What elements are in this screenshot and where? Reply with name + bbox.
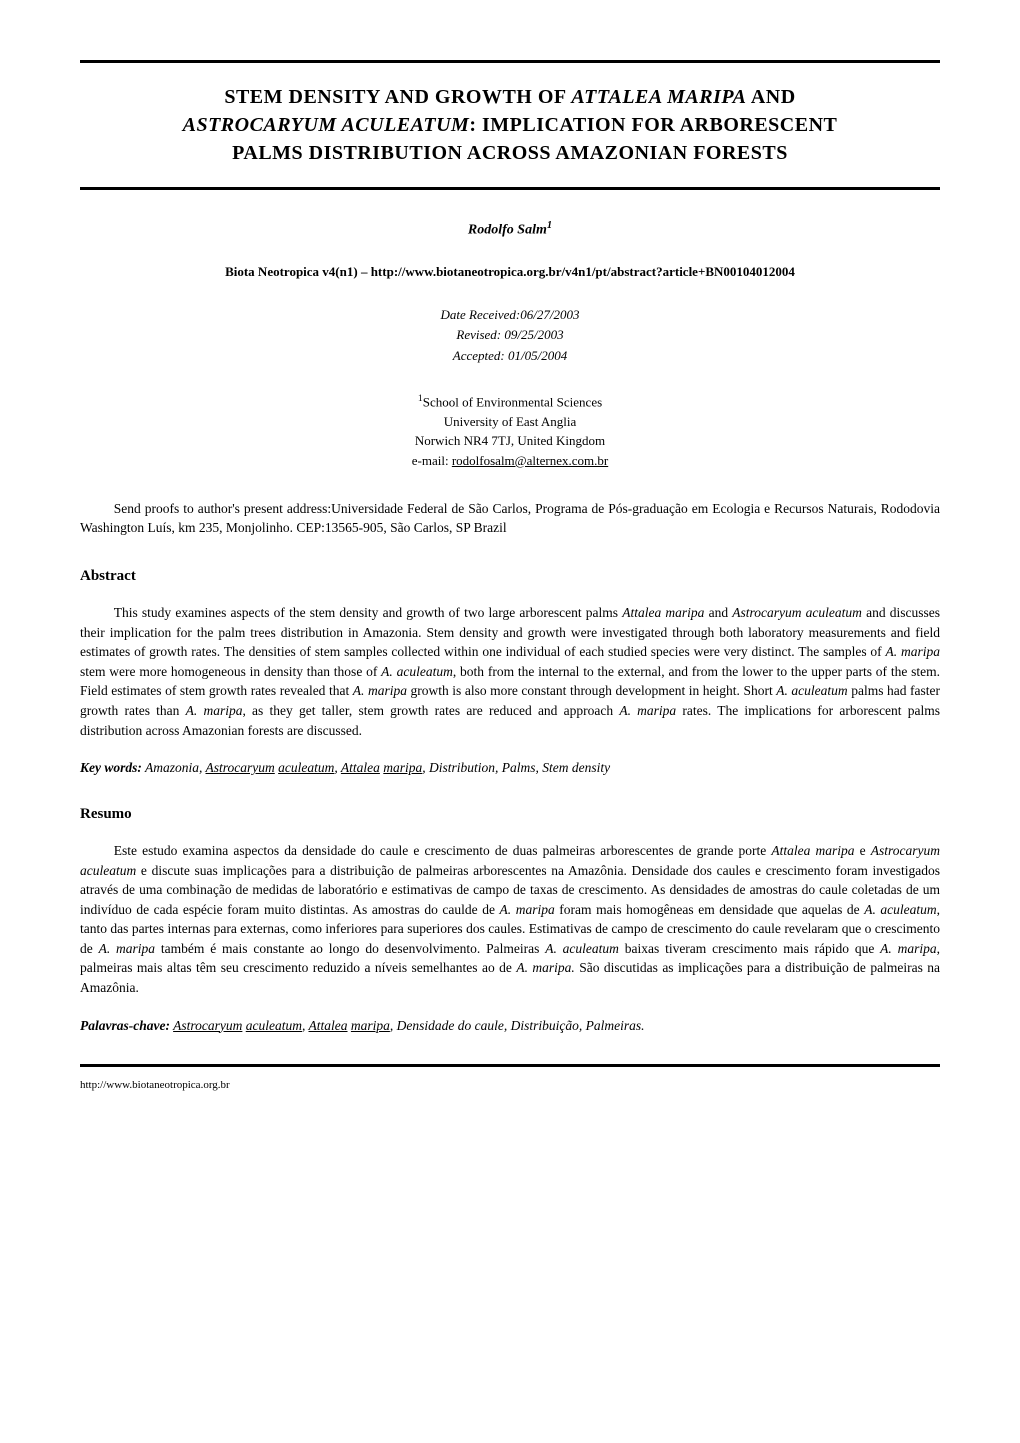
title-species-2: ASTROCARYUM ACULEATUM xyxy=(183,114,470,136)
title-seg-1b: AND xyxy=(746,86,795,108)
res-seg-a: Este estudo examina aspectos da densidad… xyxy=(114,843,772,858)
res-sp1: Attalea maripa xyxy=(771,843,854,858)
kw-pt-post: , Densidade do caule, Distribuição, Palm… xyxy=(390,1018,645,1033)
kw-en-u2b: maripa xyxy=(383,760,422,775)
title-seg-3: PALMS DISTRIBUTION ACROSS AMAZONIAN FORE… xyxy=(232,142,788,164)
email-prefix: e-mail: xyxy=(412,453,452,468)
author-line: Rodolfo Salm1 xyxy=(80,220,940,239)
author-sup: 1 xyxy=(547,220,552,231)
keywords-pt: Palavras-chave: Astrocaryum aculeatum, A… xyxy=(80,1018,940,1034)
title-block: STEM DENSITY AND GROWTH OF ATTALEA MARIP… xyxy=(80,60,940,190)
date-received: Date Received:06/27/2003 xyxy=(80,305,940,326)
author-name: Rodolfo Salm xyxy=(468,223,547,238)
abs-seg-b: and xyxy=(704,605,732,620)
kw-en-post: , Distribution, Palms, Stem density xyxy=(422,760,610,775)
kw-pt-u1b: aculeatum xyxy=(246,1018,302,1033)
keywords-en: Key words: Amazonia, Astrocaryum aculeat… xyxy=(80,760,940,776)
paper-title: STEM DENSITY AND GROWTH OF ATTALEA MARIP… xyxy=(90,83,930,167)
res-sp8: A. maripa. xyxy=(516,960,574,975)
kw-pt-u2b: maripa xyxy=(351,1018,390,1033)
date-accepted: Accepted: 01/05/2004 xyxy=(80,346,940,367)
affiliation-block: 1School of Environmental Sciences Univer… xyxy=(80,392,940,470)
res-sp3: A. maripa xyxy=(500,902,555,917)
kw-en-label: Key words: xyxy=(80,760,142,775)
journal-info: Biota Neotropica v4(n1) – http://www.bio… xyxy=(80,264,940,280)
kw-en-u2a: Attalea xyxy=(341,760,380,775)
title-species-1: ATTALEA MARIPA xyxy=(571,86,746,108)
title-seg-1: STEM DENSITY AND GROWTH OF xyxy=(224,86,571,108)
title-seg-2: : IMPLICATION FOR ARBORESCENT xyxy=(469,114,837,136)
abstract-heading: Abstract xyxy=(80,568,940,585)
kw-pt-u1a: Astrocaryum xyxy=(173,1018,242,1033)
res-seg-d: foram mais homogêneas em densidade que a… xyxy=(555,902,864,917)
res-seg-f: também é mais constante ao longo do dese… xyxy=(155,941,545,956)
kw-pt-u2a: Attalea xyxy=(309,1018,348,1033)
affil-line-2: University of East Anglia xyxy=(80,412,940,432)
abs-sp1: Attalea maripa xyxy=(622,605,704,620)
abstract-paragraph: This study examines aspects of the stem … xyxy=(80,603,940,740)
author-email: rodolfosalm@alternex.com.br xyxy=(452,453,608,468)
dates-block: Date Received:06/27/2003 Revised: 09/25/… xyxy=(80,305,940,367)
resumo-heading: Resumo xyxy=(80,806,940,823)
abs-seg-d: stem were more homogeneous in density th… xyxy=(80,664,381,679)
kw-en-u1b: aculeatum xyxy=(278,760,334,775)
affil-email-line: e-mail: rodolfosalm@alternex.com.br xyxy=(80,451,940,471)
res-seg-b: e xyxy=(855,843,871,858)
abs-sp6: A. aculeatum xyxy=(776,683,847,698)
kw-pt-label: Palavras-chave: xyxy=(80,1018,170,1033)
affil-text-1: School of Environmental Sciences xyxy=(423,394,602,409)
abs-seg-f: growth is also more constant through dev… xyxy=(407,683,776,698)
abs-seg-h: , as they get taller, stem growth rates … xyxy=(242,703,619,718)
kw-en-u1a: Astrocaryum xyxy=(206,760,275,775)
bottom-rule xyxy=(80,1064,940,1067)
kw-en-pre: Amazonia, xyxy=(142,760,206,775)
abs-sp5: A. maripa xyxy=(353,683,407,698)
res-sp5: A. maripa xyxy=(99,941,155,956)
res-sp6: A. aculeatum xyxy=(545,941,619,956)
affil-line-3: Norwich NR4 7TJ, United Kingdom xyxy=(80,431,940,451)
res-seg-g: baixas tiveram crescimento mais rápido q… xyxy=(619,941,880,956)
abs-sp7: A. maripa xyxy=(186,703,243,718)
footer-url: http://www.biotaneotropica.org.br xyxy=(80,1079,940,1091)
abs-seg-a: This study examines aspects of the stem … xyxy=(114,605,622,620)
date-revised: Revised: 09/25/2003 xyxy=(80,325,940,346)
res-sp7: A. maripa xyxy=(880,941,936,956)
affil-line-1: 1School of Environmental Sciences xyxy=(80,392,940,412)
resumo-paragraph: Este estudo examina aspectos da densidad… xyxy=(80,841,940,998)
send-proofs: Send proofs to author's present address:… xyxy=(80,500,940,538)
abs-sp3: A. maripa xyxy=(886,644,940,659)
res-sp4: A. aculeatum xyxy=(864,902,936,917)
abs-sp8: A. maripa xyxy=(619,703,676,718)
abs-sp2: Astrocaryum aculeatum xyxy=(732,605,862,620)
abs-sp4: A. aculeatum xyxy=(381,664,453,679)
